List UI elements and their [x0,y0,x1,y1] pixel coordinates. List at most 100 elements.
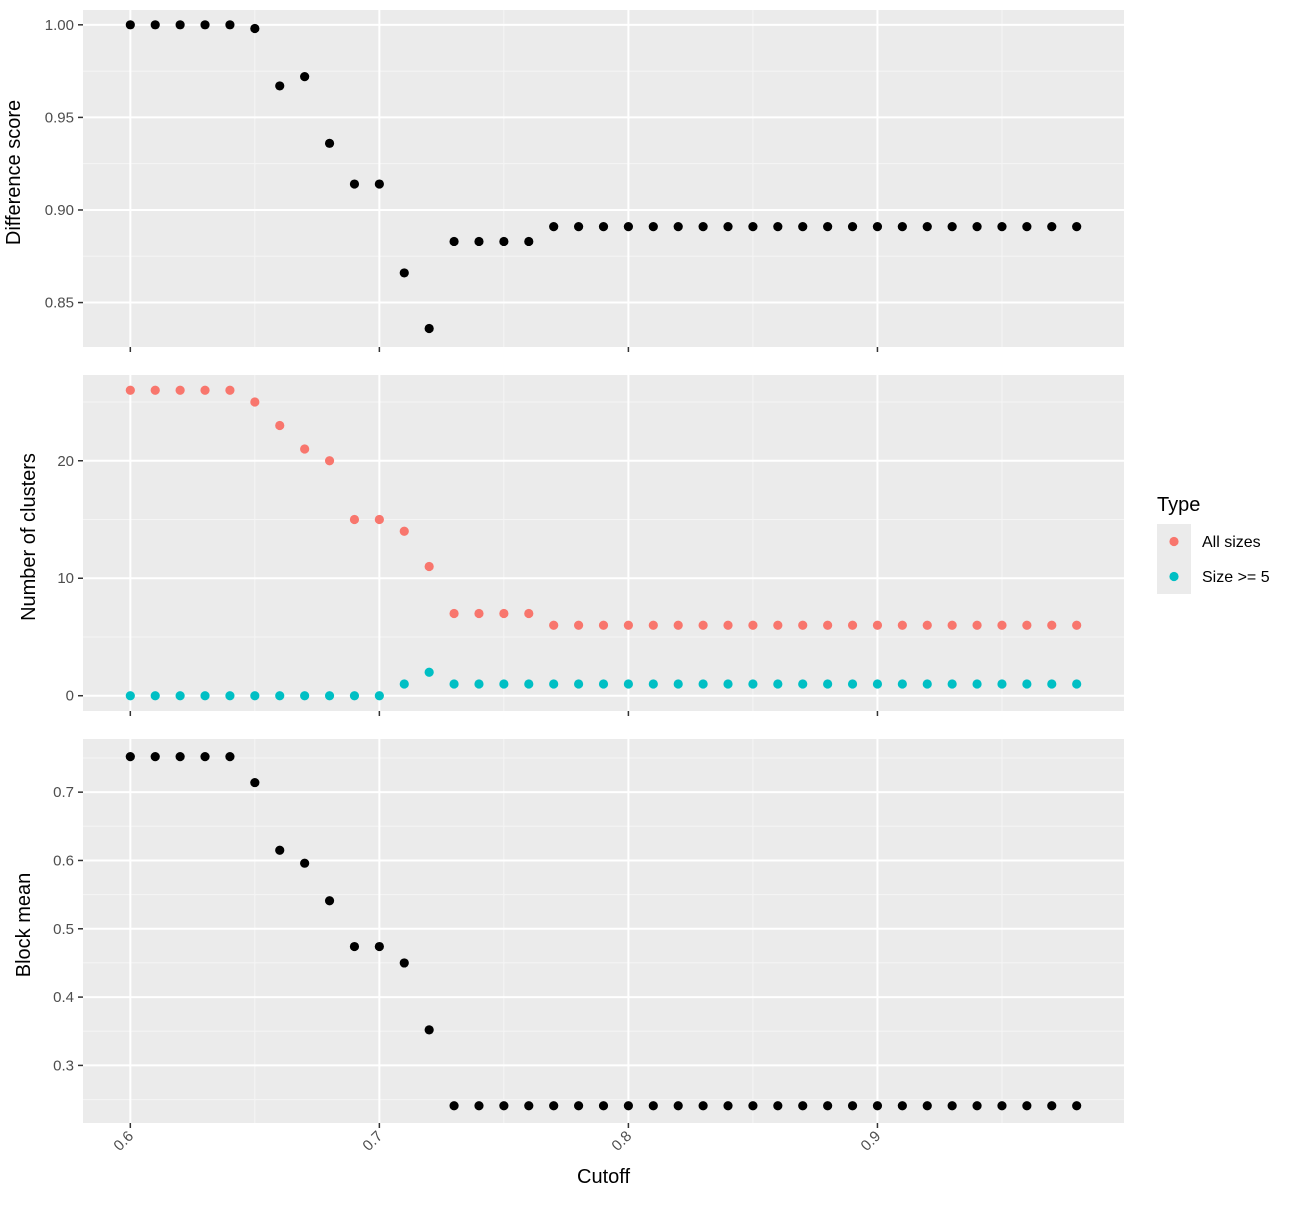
data-point [947,1101,957,1111]
data-point [349,941,360,952]
data-point [474,236,484,247]
data-point [250,397,260,407]
data-point [374,691,384,701]
data-point [524,608,534,619]
y-tick-label: 20 [57,453,74,470]
x-tick-label: 0.6 [110,1128,137,1155]
panel-background [83,375,1124,711]
data-point [499,236,509,247]
data-point [349,691,360,701]
data-point [374,514,384,525]
data-point [474,679,484,689]
data-point [125,752,135,762]
data-point [872,620,883,630]
data-point [150,20,160,30]
data-point [474,608,484,619]
legend-items: All sizes Size >= 5 [1157,524,1270,594]
data-point [524,1101,534,1111]
data-point [1047,620,1057,630]
data-point [449,608,459,619]
y-tick-label: 0.3 [53,1057,74,1074]
y-tick-label: 1.00 [45,17,74,34]
axis-ticks: 0.85 0.90 0.95 1.00 [45,17,879,352]
data-point [1072,679,1082,689]
data-point [424,323,434,334]
data-point [623,222,634,232]
data-point [748,1101,758,1111]
panel-block-mean: 0.3 0.4 0.5 0.6 0.7 Block mean [13,739,1124,1128]
legend-key-point [1169,571,1179,582]
data-point [723,679,733,689]
data-point [798,620,808,630]
data-point [324,691,335,701]
x-tick-label: 0.7 [359,1128,386,1155]
data-point [1072,620,1082,630]
data-point [200,385,210,395]
panel-background [83,739,1124,1123]
data-point [250,23,260,34]
data-point [150,752,160,762]
data-point [1072,1101,1082,1111]
data-point [698,620,708,630]
data-point [922,620,932,630]
data-point [175,691,185,701]
data-point [673,222,683,232]
data-point [972,679,982,689]
data-point [275,420,285,431]
data-point [125,20,135,30]
legend-item-label: All sizes [1202,534,1261,551]
data-point [424,1025,434,1035]
data-point [673,679,683,689]
data-point [399,526,409,536]
data-point [150,385,160,395]
data-point [872,222,883,232]
data-point [823,620,833,630]
data-point [698,222,708,232]
data-point [200,20,210,30]
data-point [225,691,235,701]
gridlines [83,375,1124,711]
data-point [598,1101,609,1111]
data-point [997,620,1007,630]
data-point [872,679,883,689]
y-tick-label: 10 [57,570,74,587]
data-point [947,222,957,232]
data-point [449,679,459,689]
data-point [524,679,534,689]
data-point [1047,679,1057,689]
data-point [897,679,907,689]
axis-ticks: 0.3 0.4 0.5 0.6 0.7 [53,784,879,1128]
data-point [922,222,932,232]
data-point [673,1101,683,1111]
panel-difference-score: 0.85 0.90 0.95 1.00 Difference score [3,10,1124,352]
data-point [200,752,210,762]
data-point [399,679,409,689]
data-point [175,20,185,30]
data-point [225,385,235,395]
data-point [997,222,1007,232]
legend-key-point [1169,536,1179,547]
data-point [997,1101,1007,1111]
data-point [573,222,584,232]
data-point [1022,679,1032,689]
data-point [798,679,808,689]
y-tick-label: 0.7 [53,784,74,801]
data-point [549,679,559,689]
data-point [947,679,957,689]
data-point [573,620,584,630]
data-point [972,620,982,630]
data-point [648,679,658,689]
data-point [275,845,285,855]
data-point [275,81,285,91]
x-axis-tick-labels: 0.6 0.7 0.8 0.9 [110,1128,884,1155]
data-point [1022,1101,1032,1111]
data-point [250,777,260,788]
data-point [648,620,658,630]
panel-number-of-clusters: 0 10 20 Number of clusters [18,375,1124,716]
data-point [623,620,634,630]
data-point [1047,222,1057,232]
data-point [847,222,858,232]
data-point [598,679,609,689]
